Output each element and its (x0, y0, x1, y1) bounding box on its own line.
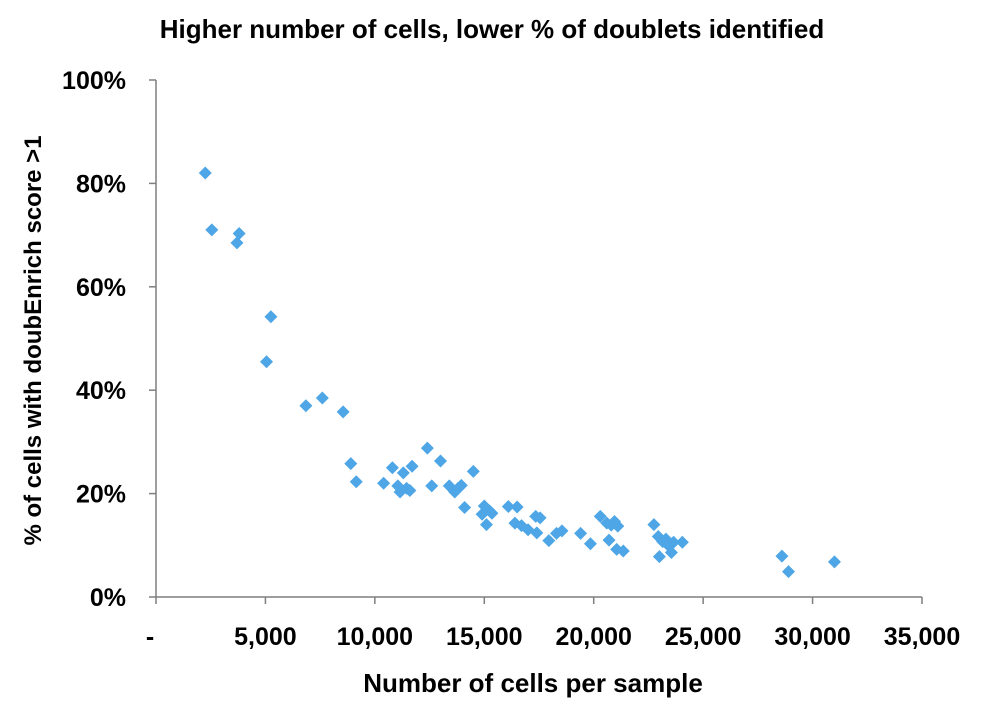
chart-title: Higher number of cells, lower % of doubl… (159, 14, 825, 44)
x-tick-label: 5,000 (234, 623, 297, 651)
data-point (349, 475, 363, 489)
data-point (675, 535, 689, 549)
x-axis-label: Number of cells per sample (363, 668, 703, 698)
data-point (555, 524, 569, 538)
x-tick-label: 25,000 (665, 623, 741, 651)
data-point (264, 310, 278, 324)
y-axis-label: % of cells with doubEnrich score >1 (20, 135, 47, 545)
data-point (647, 518, 661, 532)
x-tick-label: 35,000 (884, 623, 960, 651)
data-point (466, 464, 480, 478)
y-tick-label: 80% (76, 170, 126, 198)
data-point (385, 461, 399, 475)
data-point (667, 535, 681, 549)
x-tick-label: 20,000 (555, 623, 631, 651)
data-point (405, 459, 419, 473)
data-point (827, 555, 841, 569)
data-point (458, 501, 472, 515)
data-point (232, 227, 246, 241)
data-point (230, 236, 244, 250)
data-point (602, 533, 616, 547)
data-point (420, 441, 434, 455)
data-point (454, 478, 468, 492)
x-tick-label: 15,000 (446, 623, 522, 651)
x-axis-ticks: - 5,000 10,000 15,000 20,000 25,000 30,000 35,0… (146, 597, 960, 651)
data-point (260, 355, 274, 369)
data-point (781, 565, 795, 579)
y-tick-label: 40% (76, 377, 126, 405)
data-point (664, 546, 678, 560)
data-point (198, 166, 212, 180)
data-point (485, 506, 499, 520)
data-point (205, 223, 219, 237)
x-tick-label: - (146, 623, 154, 651)
data-point (434, 454, 448, 468)
axes (155, 80, 922, 598)
y-axis-ticks: 0% 20% 40% 60% 80% 100% (62, 67, 156, 612)
data-point (542, 534, 556, 548)
y-tick-label: 20% (76, 481, 126, 509)
x-tick-label: 10,000 (337, 623, 413, 651)
y-tick-label: 60% (76, 274, 126, 302)
data-point (593, 509, 607, 523)
data-point (501, 500, 515, 514)
data-point (315, 391, 329, 405)
data-point (583, 537, 597, 551)
data-point (396, 466, 410, 480)
y-tick-label: 100% (62, 67, 126, 95)
data-point (574, 526, 588, 540)
data-point (611, 519, 625, 533)
x-tick-label: 30,000 (774, 623, 850, 651)
data-point (533, 511, 547, 525)
data-point (652, 550, 666, 564)
data-point (299, 399, 313, 413)
data-point (510, 500, 524, 514)
data-point (479, 518, 493, 532)
data-point (425, 479, 439, 493)
data-point (403, 483, 417, 497)
data-point (336, 405, 350, 419)
data-point (344, 457, 358, 471)
data-point (616, 544, 630, 558)
data-point (377, 476, 391, 490)
data-point (530, 526, 544, 540)
data-point (775, 549, 789, 563)
data-points (198, 166, 841, 579)
data-point (475, 507, 489, 521)
y-tick-label: 0% (90, 584, 126, 612)
